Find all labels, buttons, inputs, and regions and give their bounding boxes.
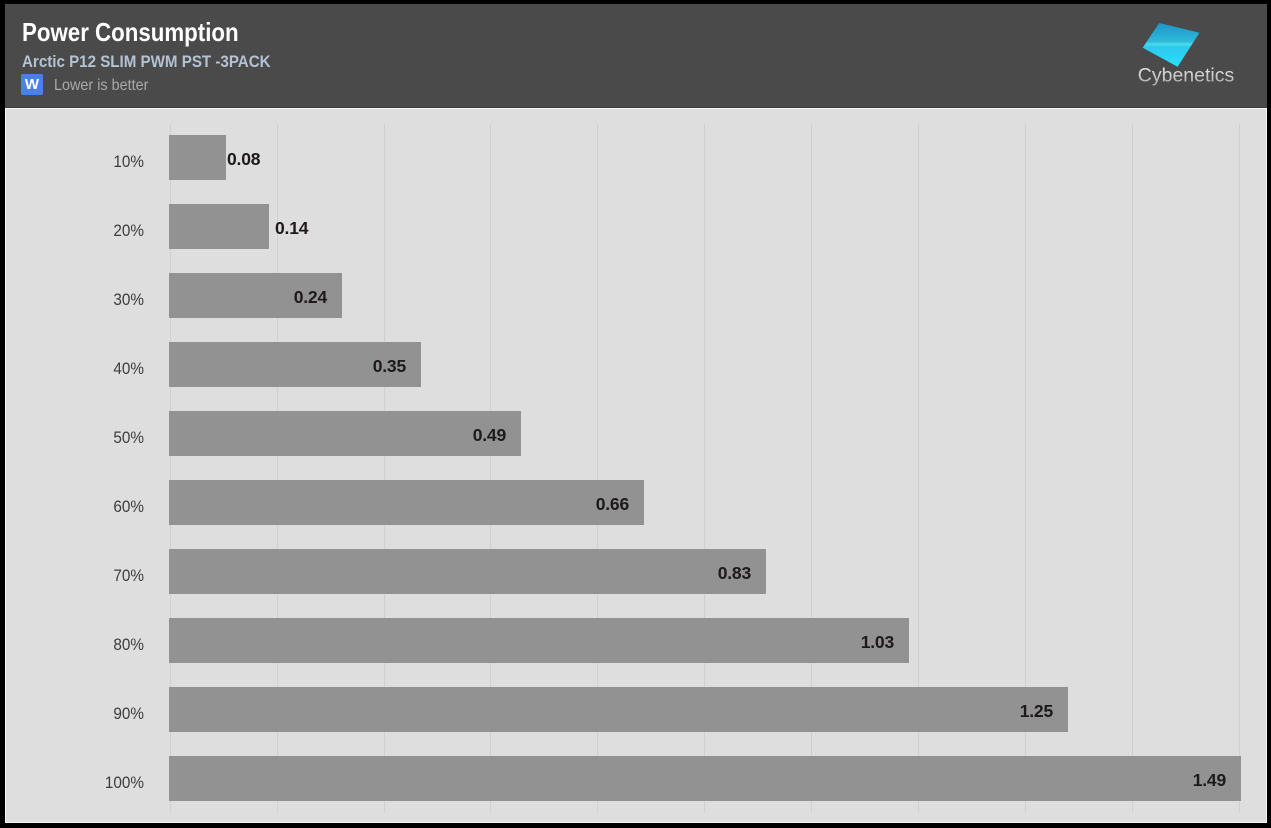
- svg-text:Cybenetics: Cybenetics: [1138, 64, 1235, 86]
